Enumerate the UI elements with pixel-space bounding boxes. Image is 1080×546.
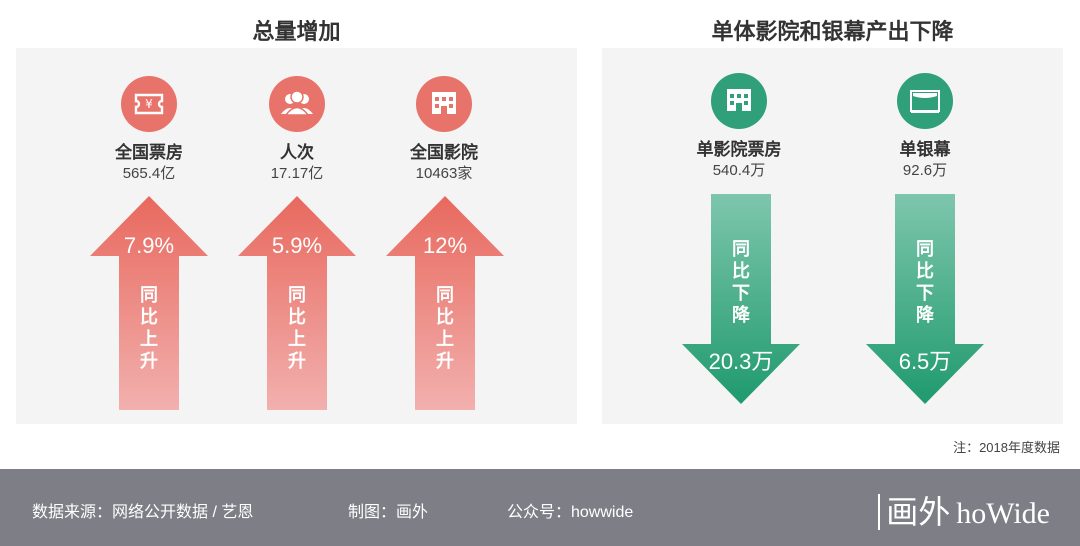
metric-value-admissions: 17.17亿	[270, 165, 324, 182]
footer-wechat: 公众号：howwide	[507, 504, 634, 521]
change-label-admissions: 5.9%	[271, 233, 323, 258]
down-arrow-per-screen	[866, 194, 984, 404]
metric-value-per-cinema-box-office: 540.4万	[712, 162, 766, 179]
up-arrow-box-office	[90, 196, 208, 410]
metric-value-cinemas: 10463家	[415, 165, 473, 182]
change-label-cinemas: 12%	[422, 233, 468, 258]
cinema-building-icon	[711, 73, 767, 129]
data-note: 注：2018年度数据	[953, 440, 1060, 455]
footer: 数据来源：网络公开数据 / 艺恩 制图：画外 公众号：howwide 画外 hoW…	[0, 469, 1080, 546]
svg-text:¥: ¥	[145, 97, 153, 111]
up-arrow-cinemas	[386, 196, 504, 410]
change-label-box-office: 7.9%	[123, 233, 175, 258]
screen-icon	[897, 73, 953, 129]
cinema-building-icon	[416, 76, 472, 132]
footer-credit: 制图：画外	[348, 504, 429, 521]
direction-text-per-cinema: 同比下降	[732, 239, 750, 325]
metric-name-admissions: 人次	[280, 143, 314, 162]
metric-name-per-screen: 单银幕	[899, 140, 951, 159]
direction-text-per-screen: 同比下降	[916, 239, 934, 325]
footer-source: 数据来源：网络公开数据 / 艺恩	[32, 504, 254, 521]
metric-value-per-screen: 92.6万	[902, 162, 948, 179]
direction-text-cinemas: 同比上升	[436, 285, 454, 371]
right-panel-title: 单体影院和银幕产出下降	[711, 19, 954, 44]
people-icon	[269, 76, 325, 132]
brand-logo: 画外 hoWide	[878, 487, 1050, 533]
down-arrow-per-cinema	[682, 194, 800, 404]
right-panel	[602, 48, 1063, 424]
change-label-per-cinema: 20.3万	[708, 349, 774, 374]
metric-name-box-office: 全国票房	[115, 143, 183, 162]
logo-en: hoWide	[956, 497, 1050, 530]
logo-cn: 画外	[878, 494, 951, 530]
left-panel-title: 总量增加	[252, 19, 341, 44]
metric-name-per-cinema-box-office: 单影院票房	[696, 140, 782, 159]
direction-text-box-office: 同比上升	[140, 285, 158, 371]
up-arrow-admissions	[238, 196, 356, 410]
ticket-yuan-icon: ¥	[121, 76, 177, 132]
metric-name-cinemas: 全国影院	[410, 143, 478, 162]
metric-value-box-office: 565.4亿	[122, 165, 176, 182]
change-label-per-screen: 6.5万	[898, 349, 952, 374]
direction-text-admissions: 同比上升	[288, 285, 306, 371]
